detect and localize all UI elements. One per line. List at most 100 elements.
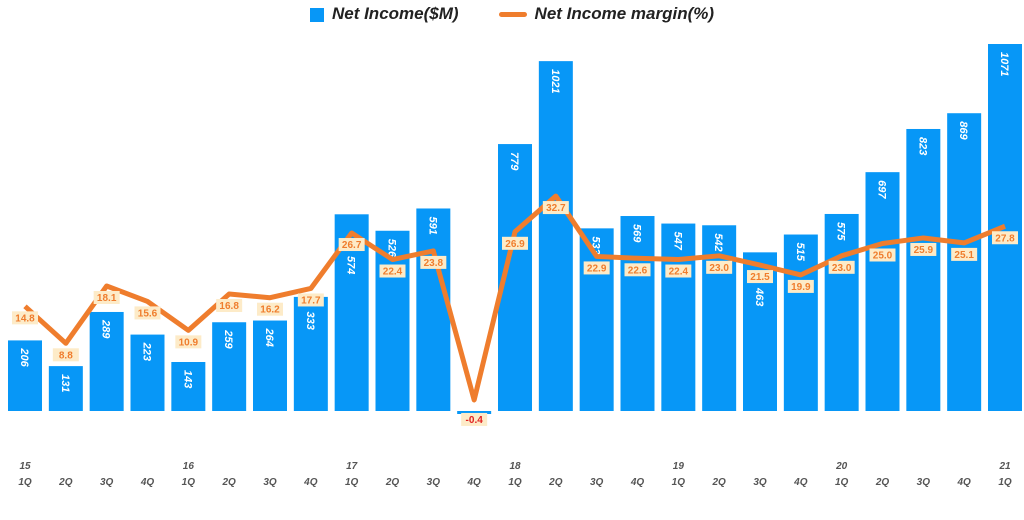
bar-label: 575 — [835, 222, 847, 241]
line-label-bg — [583, 261, 610, 275]
line-label-bg — [624, 263, 651, 277]
bar — [865, 172, 900, 411]
line-label: 21.5 — [750, 272, 770, 283]
line-label: -0.4 — [466, 415, 484, 426]
legend-bar-label: Net Income($M) — [331, 4, 459, 23]
line-label: 23.0 — [709, 263, 729, 274]
line-series — [23, 193, 1006, 403]
line-label-bg — [828, 260, 855, 274]
bar — [457, 411, 492, 414]
bar-label: 515 — [794, 243, 806, 262]
line-label-bg — [93, 291, 120, 305]
bar-label: 143 — [181, 370, 193, 388]
line-label: 23.8 — [424, 258, 444, 269]
x-tick-label: 3Q — [263, 477, 277, 488]
legend-line-label: Net Income margin(%) — [534, 4, 715, 23]
bar-label: 526 — [386, 239, 398, 258]
line-label-bg — [338, 238, 365, 252]
line-label-bg — [12, 311, 38, 325]
x-tick-label: 1Q — [182, 477, 196, 488]
line-label-bg — [52, 348, 79, 362]
legend-item-line: Net Income margin(%) — [498, 4, 715, 24]
bar-label: 697 — [876, 180, 888, 199]
x-tick-label: 4Q — [303, 477, 318, 488]
bar-label: 333 — [304, 311, 316, 329]
line-label-bg — [420, 255, 447, 269]
x-tick-label: 1Q — [18, 477, 32, 488]
line-label: 25.0 — [873, 251, 893, 262]
line-label-bg — [379, 264, 406, 278]
line-label-bg — [502, 236, 528, 250]
line-label: 8.8 — [59, 350, 73, 361]
line-label: 10.9 — [179, 337, 199, 348]
bar-label: 1021 — [549, 69, 561, 93]
x-year-label: 16 — [183, 461, 195, 472]
line-label: 17.7 — [301, 295, 321, 306]
line-label: 23.0 — [832, 263, 852, 274]
line-label: 15.6 — [138, 308, 158, 319]
x-tick-label: 3Q — [427, 477, 441, 488]
x-tick-label: 3Q — [917, 477, 931, 488]
legend-bar-swatch — [309, 7, 324, 22]
bar — [89, 311, 124, 411]
line-label: 22.4 — [383, 267, 403, 278]
line-label: 18.1 — [97, 293, 117, 304]
x-tick-label: 2Q — [221, 477, 236, 488]
bar — [212, 322, 247, 411]
bar-label: 289 — [100, 319, 112, 339]
x-year-label: 15 — [19, 461, 31, 472]
x-tick-label: 3Q — [100, 477, 114, 488]
line-label: 32.7 — [546, 203, 566, 214]
line-label-bg — [910, 242, 937, 256]
bar — [171, 361, 206, 411]
x-year-label: 19 — [673, 461, 685, 472]
x-tick-label: 2Q — [711, 477, 726, 488]
x-tick-label: 4Q — [140, 477, 155, 488]
bar-label: 259 — [222, 329, 234, 349]
x-tick-label: 4Q — [793, 477, 808, 488]
line-label-bg — [175, 335, 202, 349]
x-year-label: 18 — [509, 461, 521, 472]
bar-label: 223 — [141, 342, 153, 361]
bar-label: 869 — [957, 121, 969, 140]
bar — [783, 234, 818, 411]
x-year-label: 17 — [346, 461, 358, 472]
bar — [130, 334, 165, 411]
bar-label: 131 — [59, 374, 71, 392]
x-tick-label: 1Q — [835, 477, 849, 488]
line-label-bg — [992, 231, 1018, 245]
bar-label: 542 — [712, 233, 724, 251]
bar-label: 823 — [916, 137, 928, 155]
x-tick-label: 1Q — [508, 477, 522, 488]
bar — [293, 296, 328, 411]
bar-label: 779 — [508, 152, 520, 171]
legend-line-swatch — [498, 12, 527, 18]
line-label-bg — [461, 412, 488, 426]
line-label-bg — [665, 264, 692, 278]
x-year-label: 21 — [998, 461, 1011, 472]
legend: Net Income($M) Net Income margin(%) — [0, 4, 1024, 24]
x-tick-label: 1Q — [672, 477, 686, 488]
bar — [702, 225, 737, 411]
line-label: 26.7 — [342, 240, 362, 251]
x-tick-label: 3Q — [590, 477, 604, 488]
line-label-bg — [134, 306, 161, 320]
line-label-bg — [257, 302, 283, 316]
x-tick-label: 2Q — [385, 477, 400, 488]
line-label: 25.1 — [954, 250, 974, 261]
x-tick-label: 2Q — [58, 477, 73, 488]
x-tick-label: 4Q — [466, 477, 481, 488]
line-label: 22.4 — [669, 267, 689, 278]
x-tick-label: 1Q — [998, 477, 1012, 488]
bar — [620, 216, 655, 411]
bar — [947, 113, 982, 411]
bar-label: 574 — [345, 256, 357, 274]
x-year-label: 20 — [835, 461, 848, 472]
line-label-bg — [706, 260, 733, 274]
x-tick-label: 2Q — [548, 477, 563, 488]
bar-label: 547 — [671, 232, 683, 251]
line-label-bg — [216, 299, 243, 313]
line-label: 25.9 — [914, 245, 934, 256]
line-label: 16.2 — [260, 305, 280, 316]
